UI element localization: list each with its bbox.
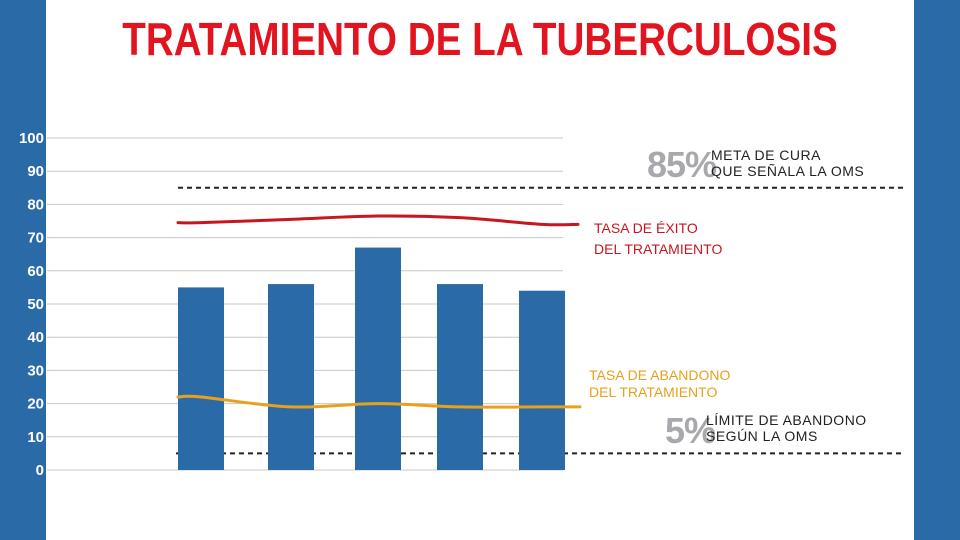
success-rate-label: TASA DE ÉXITO DEL TRATAMIENTO [594, 218, 722, 260]
x-axis-title-line-3: EVALUADOS [52, 520, 139, 536]
success-rate-line [176, 214, 580, 227]
abandon-rate-label: TASA DE ABANDONO DEL TRATAMIENTO [589, 367, 730, 401]
bar-2011 [268, 284, 314, 470]
y-tick-label: 40 [27, 329, 44, 346]
y-tick-label: 100 [19, 130, 44, 147]
y-tick-label: 30 [27, 362, 44, 379]
bar-2013 [437, 284, 483, 470]
x-axis-title-line-1: PORCENTAJE [52, 486, 147, 502]
x-axis-title-line-2: DE PACIENTES [52, 503, 155, 519]
limit-label: LÍMITE DE ABANDONO SEGÚN LA OMS [706, 412, 867, 444]
limit-label-line-2: SEGÚN LA OMS [706, 428, 818, 444]
goal-label: META DE CURA QUE SEÑALA LA OMS [711, 147, 864, 179]
goal-percent-label: 85% [647, 144, 717, 185]
chart-title: TRATAMIENTO DE LA TUBERCULOSIS [122, 13, 838, 65]
x-tick-label-2010: 2010 [171, 484, 231, 514]
bar-2010 [178, 287, 224, 470]
y-tick-label: 10 [27, 429, 44, 446]
abandon-rate-label-line-1: TASA DE ABANDONO [589, 367, 731, 383]
x-tick-label-2013: 2013 [430, 484, 490, 514]
success-rate-label-line-1: TASA DE ÉXITO [594, 220, 698, 236]
y-tick-label: 50 [27, 296, 44, 313]
x-tick-label-2014: 2014 [512, 484, 572, 514]
x-tick-label-2011: 2011 [262, 484, 321, 514]
x-axis-title: PORCENTAJE DE PACIENTES EVALUADOS [52, 486, 154, 537]
abandon-rate-line [176, 394, 582, 409]
y-tick-label: 70 [27, 230, 44, 247]
limit-label-line-1: LÍMITE DE ABANDONO [706, 412, 867, 428]
y-tick-label: 90 [27, 163, 44, 180]
bar-2014 [519, 290, 565, 470]
abandon-rate-label-line-2: DEL TRATAMIENTO [589, 384, 718, 400]
bar-2012 [355, 247, 401, 470]
y-tick-label: 80 [27, 196, 44, 213]
limit-percent-label: 5% [665, 410, 716, 451]
x-tick-label-2012: 2012 [348, 484, 408, 514]
goal-label-line-1: META DE CURA [711, 147, 821, 163]
y-tick-label: 20 [27, 396, 44, 413]
y-tick-label: 0 [36, 462, 44, 479]
success-rate-label-line-2: DEL TRATAMIENTO [594, 241, 723, 257]
y-tick-label: 60 [27, 263, 44, 280]
goal-label-line-2: QUE SEÑALA LA OMS [711, 163, 865, 179]
